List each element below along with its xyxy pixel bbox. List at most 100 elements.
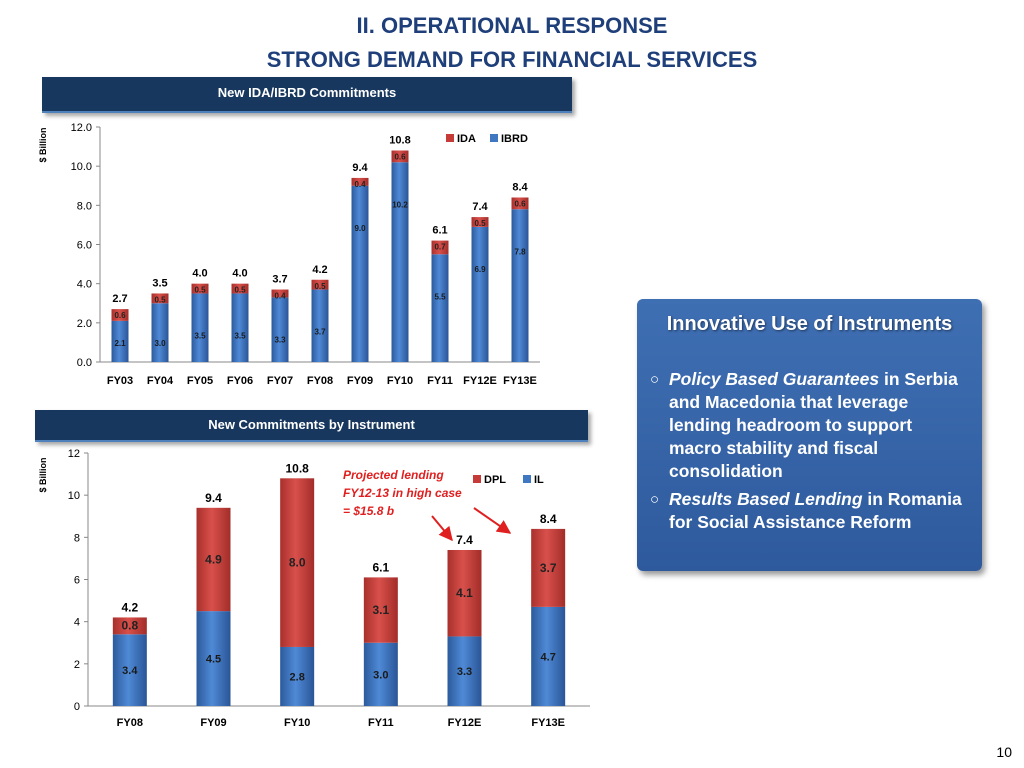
bar-dpl [112, 617, 147, 635]
bar-dpl [196, 507, 231, 612]
x-tick-label: FY11 [368, 717, 394, 729]
y-tick-label: 2 [74, 659, 80, 671]
x-tick-label: FY04 [147, 375, 174, 387]
legend-swatch-il [523, 475, 531, 483]
y-tick-label: 2.0 [77, 318, 92, 330]
total-label: 8.4 [540, 512, 557, 526]
total-label: 3.7 [272, 274, 287, 286]
annotation-text: = $15.8 b [343, 504, 394, 518]
callout-box: Innovative Use of Instruments ○ Policy B… [637, 299, 982, 571]
x-tick-label: FY09 [200, 717, 226, 729]
y-axis-label: $ Billion [38, 127, 48, 162]
data-label-ibrd: 3.3 [274, 335, 286, 344]
y-tick-label: 4.0 [77, 279, 92, 291]
x-tick-label: FY05 [187, 375, 213, 387]
bar-ida [151, 293, 169, 304]
data-label-ibrd: 10.2 [392, 200, 408, 209]
x-tick-label: FY12E [448, 717, 482, 729]
annotation-arrow [431, 515, 453, 542]
total-label: 4.2 [312, 264, 327, 276]
data-label-ida: 0.6 [114, 311, 126, 320]
data-label-ida: 0.5 [154, 295, 166, 304]
bar-il [280, 646, 315, 706]
legend-swatch-ibrd [490, 134, 498, 142]
total-label: 4.0 [232, 268, 247, 280]
y-axis-label: $ Billion [38, 457, 48, 492]
total-label: 10.8 [285, 461, 309, 475]
legend-label-ida: IDA [457, 133, 476, 145]
bar-ibrd [191, 293, 209, 362]
data-label-ida: 0.5 [474, 219, 486, 228]
bar-ibrd [351, 185, 369, 362]
data-label-il: 3.4 [122, 665, 138, 677]
x-tick-label: FY12E [463, 375, 497, 387]
bar-dpl [531, 528, 566, 607]
data-label-ida: 0.6 [514, 200, 526, 209]
y-tick-label: 10.0 [71, 161, 92, 173]
data-label-dpl: 4.1 [456, 586, 473, 600]
bar-dpl [363, 577, 398, 643]
x-tick-label: FY08 [307, 375, 333, 387]
bullet1-text: in Serbia and Macedonia that leverage le… [669, 369, 958, 481]
data-label-il: 3.3 [457, 666, 472, 678]
data-label-ibrd: 2.1 [114, 339, 126, 348]
legend-label-il: IL [534, 474, 544, 486]
bar-il [196, 611, 231, 706]
data-label-ibrd: 3.5 [234, 331, 246, 340]
total-label: 3.5 [152, 277, 167, 289]
circle-bullet-icon: ○ [650, 371, 660, 388]
legend-swatch-dpl [473, 475, 481, 483]
total-label: 10.8 [389, 135, 410, 147]
total-label: 7.4 [456, 533, 473, 547]
bar-ida [391, 150, 409, 163]
data-label-ibrd: 6.9 [474, 265, 486, 274]
total-label: 9.4 [352, 162, 368, 174]
legend-label-dpl: DPL [484, 474, 506, 486]
data-label-ibrd: 3.5 [194, 331, 206, 340]
x-tick-label: FY07 [267, 375, 293, 387]
bar-ida [111, 309, 129, 321]
data-label-ida: 0.7 [434, 243, 446, 252]
total-label: 7.4 [472, 201, 488, 213]
data-label-ida: 0.4 [354, 180, 366, 189]
bar-ibrd [431, 254, 449, 362]
x-tick-label: FY13E [531, 717, 565, 729]
chart2-title-banner: New Commitments by Instrument [35, 410, 588, 442]
x-tick-label: FY09 [347, 375, 373, 387]
total-label: 2.7 [112, 293, 127, 305]
data-label-dpl: 8.0 [289, 555, 306, 569]
x-tick-label: FY13E [503, 375, 537, 387]
data-label-ida: 0.5 [194, 286, 206, 295]
y-tick-label: 8 [74, 532, 80, 544]
data-label-ida: 0.5 [314, 282, 326, 291]
data-label-ibrd: 5.5 [434, 292, 446, 301]
x-tick-label: FY11 [427, 375, 453, 387]
bar-il [112, 634, 147, 706]
total-label: 4.2 [121, 600, 138, 614]
bar-ida [191, 283, 209, 294]
x-tick-label: FY06 [227, 375, 253, 387]
data-label-dpl: 4.9 [205, 552, 222, 566]
page-number: 10 [996, 744, 1012, 760]
callout-bullet-results: ○ Results Based Lending in Romania for S… [650, 488, 969, 534]
total-label: 6.1 [432, 225, 447, 237]
y-tick-label: 12 [68, 448, 80, 460]
annotation-text: Projected lending [343, 468, 444, 482]
data-label-ibrd: 9.0 [354, 224, 366, 233]
y-tick-label: 0.0 [77, 357, 92, 369]
y-tick-label: 10 [68, 490, 80, 502]
data-label-dpl: 0.8 [121, 619, 138, 633]
page-title-line1: II. OPERATIONAL RESPONSE [356, 13, 668, 38]
y-tick-label: 8.0 [77, 200, 92, 212]
chart1-title-banner: New IDA/IBRD Commitments [42, 77, 572, 113]
bar-il [363, 642, 398, 706]
data-label-il: 4.7 [541, 651, 556, 663]
bar-ida [271, 289, 289, 298]
bar-il [531, 606, 566, 706]
y-tick-label: 4 [74, 617, 80, 629]
legend-swatch-ida [446, 134, 454, 142]
bar-ida [471, 217, 489, 227]
y-tick-label: 0 [74, 701, 80, 713]
data-label-ibrd: 7.8 [514, 247, 526, 256]
bullet1-emphasis: Policy Based Guarantees [669, 369, 880, 389]
